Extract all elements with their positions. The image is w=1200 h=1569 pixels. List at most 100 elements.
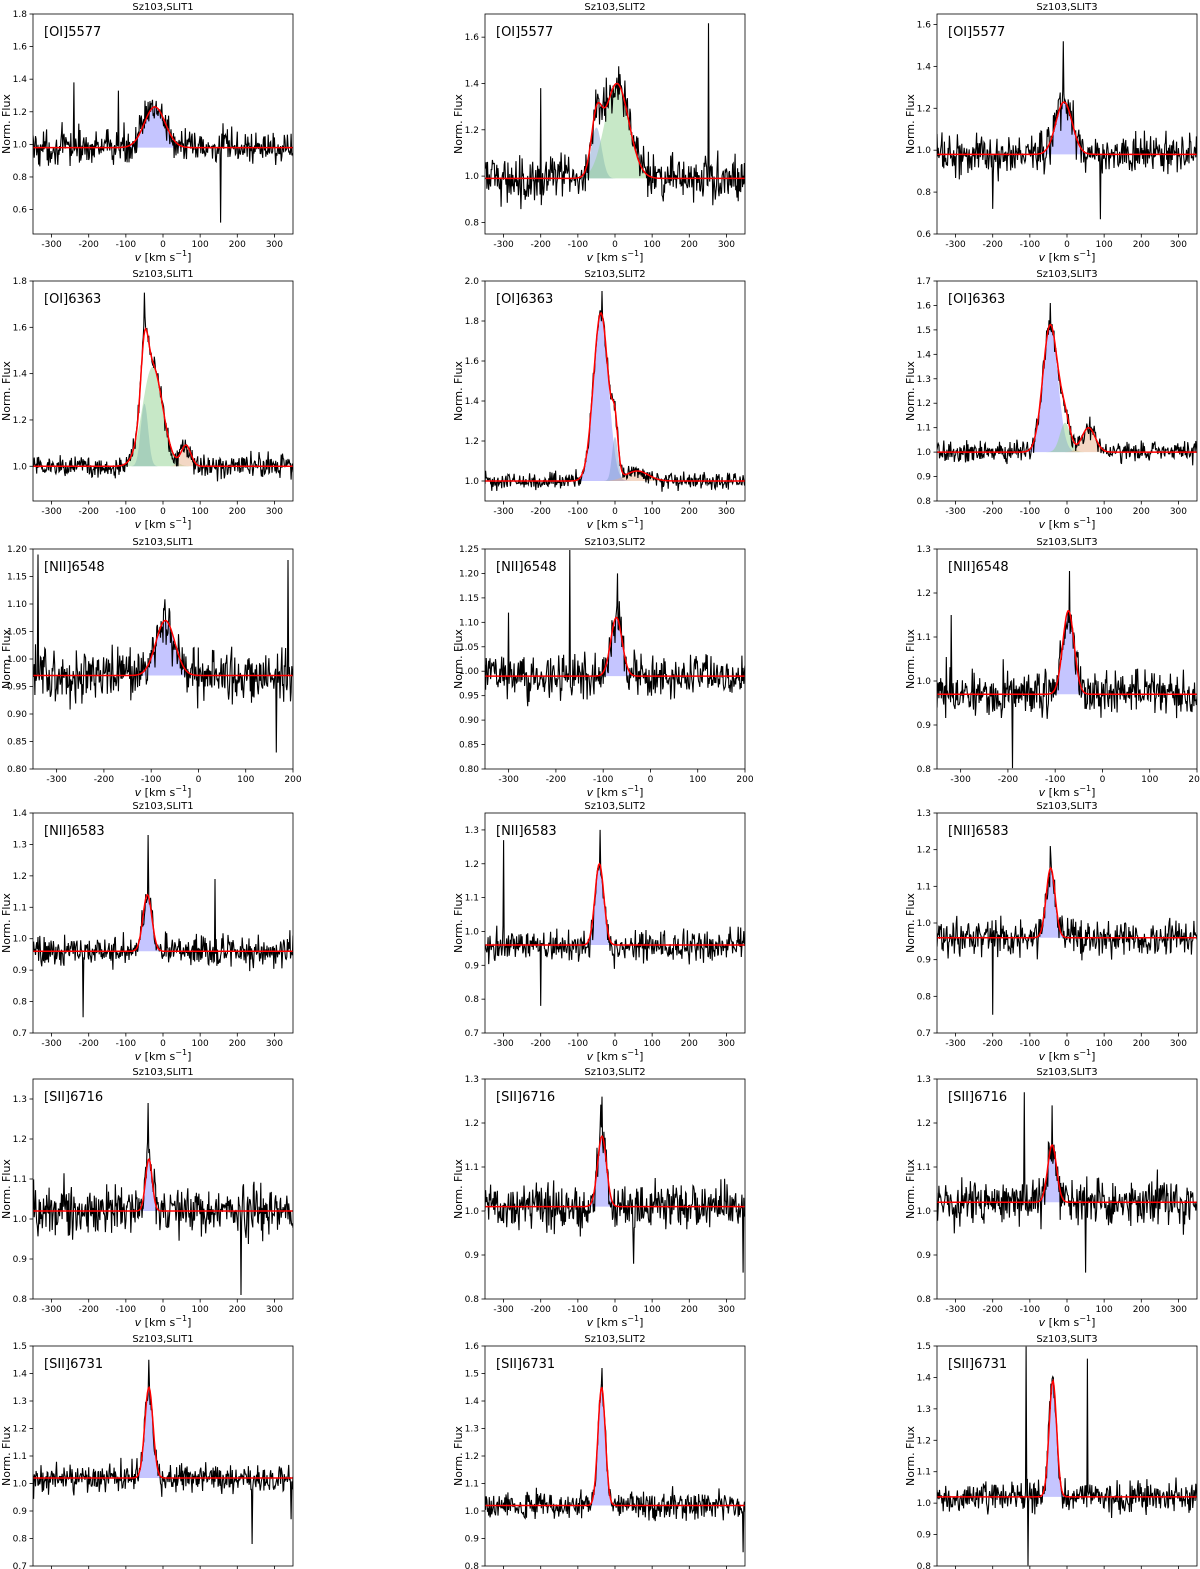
- y-tick-label: 1.3: [917, 1075, 931, 1085]
- fit-curve: [937, 1143, 1197, 1203]
- x-tick-label: -100: [568, 1039, 589, 1049]
- x-tick-label: 0: [160, 240, 166, 250]
- component-1-fill: [575, 127, 618, 179]
- fit-curve: [937, 866, 1197, 939]
- x-tick-label: 0: [612, 507, 618, 517]
- component-1-fill: [135, 1159, 163, 1211]
- y-tick-label: 0.9: [465, 961, 480, 971]
- y-axis-label: Norm. Flux: [0, 629, 13, 689]
- x-tick-label: 100: [689, 775, 706, 785]
- y-tick-label: 0.6: [917, 230, 932, 240]
- y-tick-label: 1.2: [465, 437, 479, 447]
- y-tick-label: 0.9: [917, 1251, 932, 1261]
- y-tick-label: 1.6: [13, 43, 28, 53]
- y-tick-label: 0.8: [465, 1562, 480, 1569]
- x-tick-label: -200: [78, 507, 99, 517]
- x-tick-label: 0: [612, 1305, 618, 1315]
- component-1-fill: [1020, 325, 1080, 453]
- axes-frame: [936, 548, 1198, 770]
- y-tick-label: 0.9: [917, 721, 932, 731]
- panel-title: Sz103,SLIT1: [132, 1334, 193, 1345]
- panel-title: Sz103,SLIT2: [584, 537, 645, 548]
- x-axis-label: v [km s−1]: [587, 516, 644, 531]
- line-annotation: [SII]6731: [496, 1357, 555, 1372]
- spectrum-line: [33, 834, 293, 1018]
- y-tick-label: 0.8: [465, 1295, 480, 1305]
- y-tick-label: 0.85: [7, 738, 27, 748]
- fit-curve: [33, 327, 293, 468]
- fit-curve: [485, 616, 745, 677]
- y-tick-label: 0.6: [13, 206, 28, 216]
- fit-curve: [937, 609, 1197, 695]
- y-tick-label: 1.0: [465, 477, 480, 487]
- x-axis-label: v [km s−1]: [1039, 1314, 1096, 1329]
- x-tick-label: 0: [160, 1305, 166, 1315]
- x-axis-label: v [km s−1]: [1039, 516, 1096, 531]
- panel-title: Sz103,SLIT2: [584, 269, 645, 280]
- y-tick-label: 1.3: [917, 545, 931, 555]
- panel-title: Sz103,SLIT1: [132, 801, 193, 812]
- y-axis-label: Norm. Flux: [452, 361, 465, 421]
- component-1-fill: [113, 106, 197, 148]
- y-tick-label: 1.1: [917, 1163, 931, 1173]
- axes-frame: [936, 280, 1198, 502]
- x-tick-label: -200: [530, 1039, 551, 1049]
- y-axis-label: Norm. Flux: [904, 1159, 917, 1219]
- x-tick-label: 100: [192, 507, 209, 517]
- y-tick-label: 1.4: [465, 397, 480, 407]
- x-axis-label: v [km s−1]: [1039, 784, 1096, 799]
- x-tick-label: 200: [681, 507, 698, 517]
- x-tick-label: -100: [568, 1305, 589, 1315]
- fit-curve: [33, 1157, 293, 1212]
- x-tick-label: -100: [593, 775, 614, 785]
- x-tick-label: 0: [1064, 507, 1070, 517]
- y-tick-label: 1.0: [465, 1207, 480, 1217]
- y-tick-label: 1.3: [917, 809, 931, 819]
- y-axis-label: Norm. Flux: [0, 94, 13, 154]
- panel-title: Sz103,SLIT2: [584, 1067, 645, 1078]
- component-1-fill: [129, 894, 166, 952]
- x-tick-label: 200: [284, 775, 301, 785]
- y-axis-label: Norm. Flux: [0, 361, 13, 421]
- x-tick-label: 100: [1141, 775, 1158, 785]
- y-tick-label: 1.0: [13, 140, 28, 150]
- y-tick-label: 1.1: [13, 1175, 27, 1185]
- y-tick-label: 1.0: [465, 1507, 480, 1517]
- x-tick-label: -200: [78, 240, 99, 250]
- x-tick-label: -100: [116, 1305, 137, 1315]
- spectrum-line: [33, 1359, 293, 1545]
- x-axis-label: v [km s−1]: [135, 784, 192, 799]
- y-tick-label: 1.6: [13, 323, 28, 333]
- x-tick-label: 100: [644, 507, 661, 517]
- y-tick-label: 1.05: [459, 643, 479, 653]
- y-tick-label: 0.8: [13, 1295, 28, 1305]
- spectrum-line: [33, 1102, 293, 1296]
- x-tick-label: -300: [945, 507, 966, 517]
- x-tick-label: 200: [736, 775, 753, 785]
- y-tick-label: 1.10: [459, 618, 479, 628]
- y-tick-label: 1.1: [465, 1480, 479, 1490]
- component-2-fill: [603, 437, 627, 481]
- component-1-fill: [586, 1387, 617, 1506]
- component-1-fill: [581, 863, 618, 945]
- component-1-fill: [1031, 102, 1097, 155]
- x-tick-label: 200: [681, 1039, 698, 1049]
- y-tick-label: 1.4: [917, 1373, 932, 1383]
- y-tick-label: 0.8: [465, 218, 480, 228]
- panel-title: Sz103,SLIT2: [584, 801, 645, 812]
- panel-6: -300 -200 -100 0 100 200 300 0.8 0.9 1.0 1.1 1.2 1.3…: [904, 269, 1198, 531]
- x-tick-label: -300: [41, 240, 62, 250]
- x-tick-label: -300: [493, 240, 514, 250]
- line-annotation: [OI]6363: [948, 292, 1005, 307]
- x-axis-label: v [km s−1]: [135, 249, 192, 264]
- panel-18: -300-200-10001002003000.80.91.01.11.21.3…: [904, 1334, 1198, 1569]
- y-tick-label: 1.00: [7, 655, 27, 665]
- y-tick-label: 1.4: [13, 809, 28, 819]
- axes-frame: [936, 1345, 1198, 1567]
- panel-3: -300 -200 -100 0 100 200 300 0.6 0.8 1.0 1.2 1.4 1.6…: [904, 2, 1198, 264]
- component-2-fill: [112, 366, 193, 467]
- x-axis-label: v [km s−1]: [587, 249, 644, 264]
- y-tick-label: 1.0: [13, 935, 28, 945]
- x-tick-label: -300: [498, 775, 519, 785]
- x-tick-label: 200: [229, 240, 246, 250]
